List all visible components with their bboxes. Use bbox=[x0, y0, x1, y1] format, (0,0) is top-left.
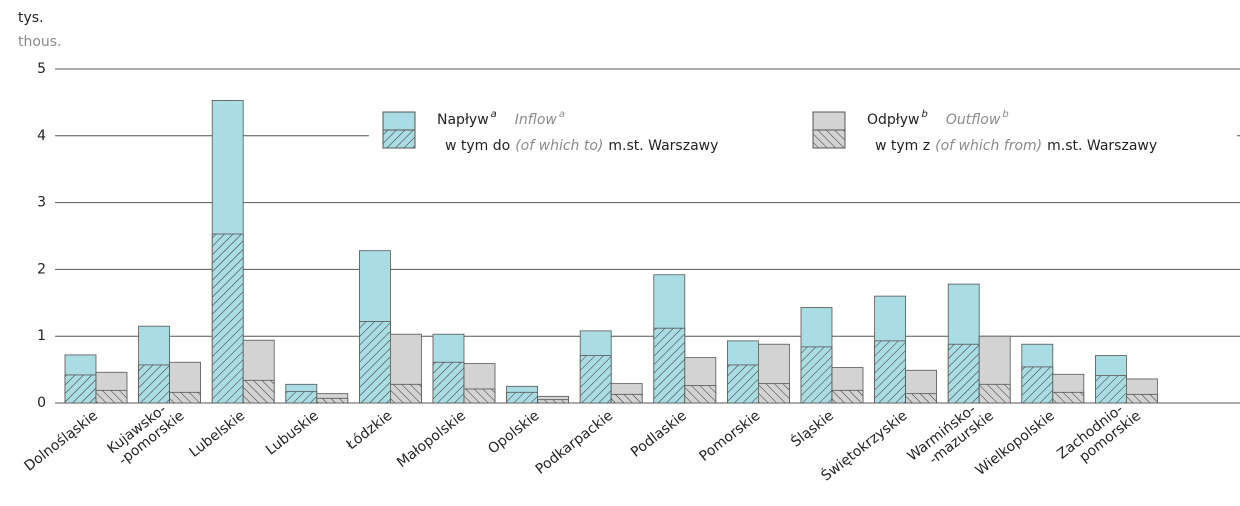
legend-text: m.st. Warszawy bbox=[1047, 138, 1157, 154]
x-tick-label: Pomorskie bbox=[696, 408, 763, 465]
bar bbox=[831, 389, 864, 404]
y-tick-label: 2 bbox=[37, 261, 46, 277]
legend-text: a bbox=[559, 109, 565, 120]
bar bbox=[758, 383, 790, 404]
bar bbox=[905, 393, 937, 404]
bar bbox=[316, 397, 349, 404]
legend-text: m.st. Warszawy bbox=[608, 138, 718, 154]
legend-swatch bbox=[382, 129, 416, 149]
bar bbox=[579, 355, 612, 404]
x-tick-label: Łódzkie bbox=[343, 408, 396, 454]
bar bbox=[610, 393, 643, 404]
bar bbox=[95, 389, 128, 404]
bar bbox=[242, 379, 275, 404]
legend-bg bbox=[799, 100, 1237, 158]
x-tick-label: Lubelskie bbox=[186, 408, 248, 461]
x-tick-label: Opolskie bbox=[485, 408, 542, 458]
bar bbox=[169, 391, 202, 404]
legend-text: (of which from) bbox=[935, 138, 1042, 154]
legend-text: w tym z bbox=[875, 138, 930, 154]
bar bbox=[537, 399, 569, 404]
bar bbox=[1052, 391, 1085, 404]
bar bbox=[800, 346, 833, 404]
y-tick-label: 1 bbox=[37, 328, 46, 344]
bar bbox=[947, 343, 980, 404]
bar bbox=[1126, 393, 1158, 404]
y-tick-label: 0 bbox=[37, 395, 46, 411]
legend-text: w tym do bbox=[445, 138, 510, 154]
y-label: tys. bbox=[18, 10, 44, 26]
legend-text: Inflow bbox=[515, 112, 558, 128]
legend-text: b bbox=[922, 109, 928, 120]
legend-swatch bbox=[812, 129, 846, 149]
bar bbox=[1021, 366, 1054, 404]
x-tick-label: Lubuskie bbox=[263, 408, 322, 459]
bar bbox=[389, 383, 422, 404]
y-tick-label: 5 bbox=[37, 61, 46, 77]
bar bbox=[506, 391, 539, 404]
legend-swatch bbox=[812, 111, 846, 131]
y-tick-label: 3 bbox=[37, 195, 46, 211]
legend-text: a bbox=[491, 109, 497, 120]
legend-text: Odpływ bbox=[867, 112, 920, 128]
bar bbox=[138, 364, 171, 404]
x-tick-label: Zachodnio-pomorskie bbox=[1054, 395, 1144, 475]
x-tick-label: Kujawsko--pomorskie bbox=[105, 395, 188, 470]
x-tick-label: Śląskie bbox=[787, 406, 837, 451]
bar bbox=[358, 321, 391, 404]
bar bbox=[727, 364, 759, 404]
legend-text: Napływ bbox=[437, 112, 489, 128]
legend-label: Napływ a Inflow a bbox=[437, 109, 565, 128]
y-label-en: thous. bbox=[18, 34, 62, 50]
bar bbox=[684, 385, 717, 404]
legend-swatch bbox=[382, 111, 416, 131]
bar bbox=[653, 327, 686, 404]
x-tick-label: Podlaskie bbox=[628, 408, 690, 461]
x-tick-label: Podkarpackie bbox=[533, 408, 616, 478]
x-tick-label: Małopolskie bbox=[394, 408, 469, 471]
bar bbox=[64, 374, 97, 404]
legend-label: w tym z (of which from) m.st. Warszawy bbox=[875, 138, 1157, 154]
bar bbox=[978, 383, 1011, 404]
bar bbox=[1095, 375, 1127, 404]
y-tick-label: 4 bbox=[37, 128, 46, 144]
bar bbox=[874, 340, 906, 404]
bar bbox=[285, 391, 318, 404]
legend-label: w tym do (of which to) m.st. Warszawy bbox=[445, 138, 718, 154]
legend-bg bbox=[369, 100, 807, 158]
bar bbox=[432, 361, 465, 404]
bar bbox=[463, 388, 496, 404]
legend-text: Outflow bbox=[946, 112, 1001, 128]
legend-text: (of which to) bbox=[515, 138, 603, 154]
x-tick-label: Dolnośląskie bbox=[21, 408, 100, 475]
legend-label: Odpływ b Outflow b bbox=[867, 109, 1009, 128]
legend-text: b bbox=[1002, 109, 1008, 120]
bar bbox=[211, 233, 244, 404]
